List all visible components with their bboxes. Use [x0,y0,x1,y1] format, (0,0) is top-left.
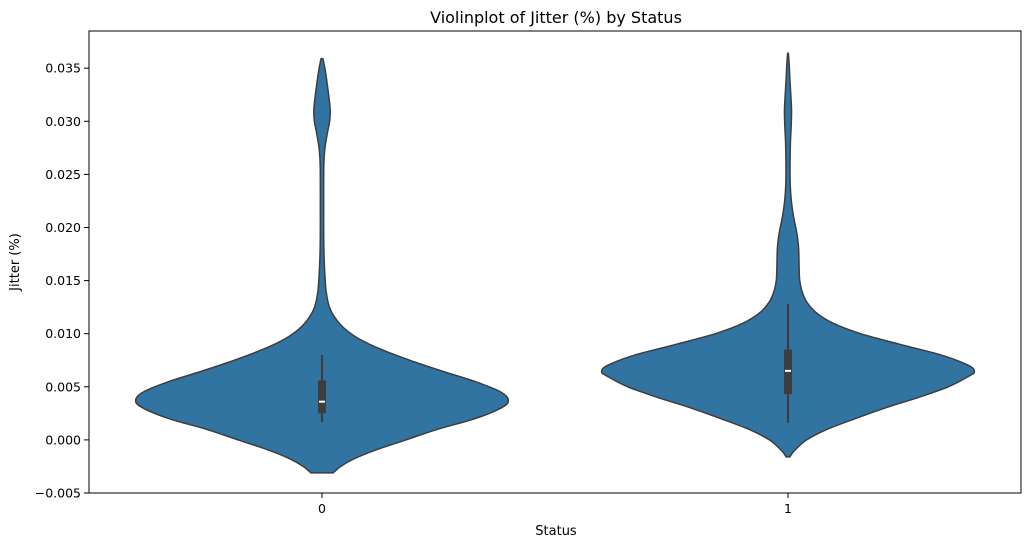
violin-body-1 [600,52,976,458]
y-tick-label: 0.010 [45,326,81,341]
plot-frame [88,30,1022,494]
y-axis-label: Jitter (%) [8,233,23,292]
y-tick-label: 0.030 [45,114,81,129]
violin-iqr-box-0 [318,380,326,414]
y-tick-label: 0.035 [45,61,81,76]
violin-iqr-box-1 [784,349,792,395]
chart-title: Violinplot of Jitter (%) by Status [430,8,682,27]
x-tick-label: 0 [318,501,326,516]
y-tick-label: 0.005 [45,379,81,394]
y-tick-label: 0.025 [45,167,81,182]
y-axis: −0.005 0.000 0.005 0.010 0.015 0.020 0.025 0.03… [35,61,89,501]
violin-body-0 [134,57,510,474]
x-axis-label: Status [535,524,577,539]
y-tick-label: −0.005 [35,486,81,501]
y-tick-label: 0.015 [45,273,81,288]
x-tick-label: 1 [784,501,792,516]
violin-group [134,52,976,474]
y-tick-label: 0.020 [45,220,81,235]
y-tick-label: 0.000 [45,432,81,447]
